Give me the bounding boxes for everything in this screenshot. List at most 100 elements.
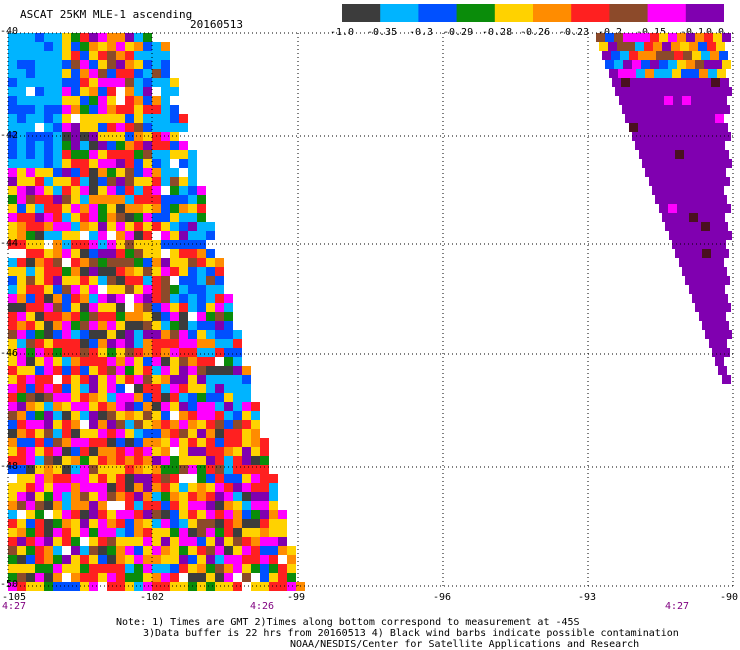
swath-cell <box>71 348 80 357</box>
swath-cell <box>233 420 242 429</box>
swath-cell <box>26 483 35 492</box>
swath-cell <box>197 474 206 483</box>
swath-cell <box>98 375 107 384</box>
swath-cell <box>98 168 107 177</box>
swath-cell <box>107 357 116 366</box>
swath-cell <box>233 465 242 474</box>
swath-cell <box>143 582 152 591</box>
swath-cell <box>8 321 17 330</box>
swath-cell <box>80 339 89 348</box>
swath-cell <box>8 42 17 51</box>
swath-cell <box>125 258 134 267</box>
note-line-3: NOAA/NESDIS/Center for Satellite Applica… <box>290 639 640 650</box>
swath-cell <box>161 177 170 186</box>
swath-cell <box>62 177 71 186</box>
swath-cell <box>35 402 44 411</box>
swath-cell <box>179 546 188 555</box>
swath-cell <box>660 159 669 168</box>
swath-cell <box>44 186 53 195</box>
swath-cell <box>134 393 143 402</box>
swath-cell <box>71 474 80 483</box>
swath-cell <box>125 177 134 186</box>
swath-cell <box>708 312 717 321</box>
swath-cell <box>152 339 161 348</box>
swath-cell <box>143 69 152 78</box>
swath-cell <box>679 186 688 195</box>
swath-cell <box>197 510 206 519</box>
swath-cell <box>215 492 224 501</box>
swath-cell <box>675 249 684 258</box>
swath-cell <box>684 150 693 159</box>
swath-cell <box>233 393 242 402</box>
swath-cell <box>696 231 705 240</box>
swath-cell <box>170 321 179 330</box>
swath-cell <box>599 42 608 51</box>
swath-cell <box>71 465 80 474</box>
swath-cell <box>8 231 17 240</box>
swath-cell <box>699 69 708 78</box>
swath-cell <box>134 519 143 528</box>
swath-cell <box>116 357 125 366</box>
swath-cell <box>143 474 152 483</box>
swath-cell <box>98 87 107 96</box>
swath-cell <box>152 546 161 555</box>
swath-cell <box>233 411 242 420</box>
swath-cell <box>706 186 715 195</box>
swath-cell <box>631 105 640 114</box>
swath-cell <box>152 555 161 564</box>
swath-cell <box>690 168 699 177</box>
swath-cell <box>125 348 134 357</box>
swath-cell <box>35 87 44 96</box>
swath-cell <box>26 186 35 195</box>
swath-cell <box>53 483 62 492</box>
swath-cell <box>107 78 116 87</box>
swath-cell <box>134 96 143 105</box>
swath-cell <box>80 285 89 294</box>
swath-cell <box>98 267 107 276</box>
swath-cell <box>179 303 188 312</box>
swath-cell <box>179 447 188 456</box>
swath-cell <box>707 285 716 294</box>
swath-cell <box>716 141 725 150</box>
swath-cell <box>654 168 663 177</box>
swath-cell <box>689 213 698 222</box>
swath-cell <box>161 231 170 240</box>
swath-cell <box>89 78 98 87</box>
swath-cell <box>71 321 80 330</box>
swath-cell <box>134 429 143 438</box>
swath-cell <box>116 564 125 573</box>
swath-cell <box>668 204 677 213</box>
swath-cell <box>161 51 170 60</box>
swath-cell <box>107 375 116 384</box>
swath-cell <box>188 384 197 393</box>
swath-cell <box>116 330 125 339</box>
swath-cell <box>721 105 730 114</box>
swath-cell <box>89 537 98 546</box>
swath-cell <box>44 168 53 177</box>
swath-cell <box>116 492 125 501</box>
swath-cell <box>179 375 188 384</box>
swath-cell <box>224 537 233 546</box>
swath-cell <box>134 582 143 591</box>
swath-cell <box>152 51 161 60</box>
swath-cell <box>242 420 251 429</box>
swath-cell <box>206 474 215 483</box>
swath-cell <box>17 402 26 411</box>
swath-cell <box>125 447 134 456</box>
swath-cell <box>170 330 179 339</box>
swath-cell <box>44 438 53 447</box>
swath-cell <box>711 150 720 159</box>
swath-cell <box>161 150 170 159</box>
swath-cell <box>143 213 152 222</box>
swath-cell <box>53 375 62 384</box>
swath-cell <box>678 87 687 96</box>
swath-cell <box>224 447 233 456</box>
swath-cell <box>8 249 17 258</box>
swath-cell <box>287 546 296 555</box>
swath-cell <box>89 321 98 330</box>
swath-cell <box>89 285 98 294</box>
swath-cell <box>251 420 260 429</box>
swath-cell <box>116 303 125 312</box>
swath-cell <box>89 411 98 420</box>
swath-cell <box>8 348 17 357</box>
